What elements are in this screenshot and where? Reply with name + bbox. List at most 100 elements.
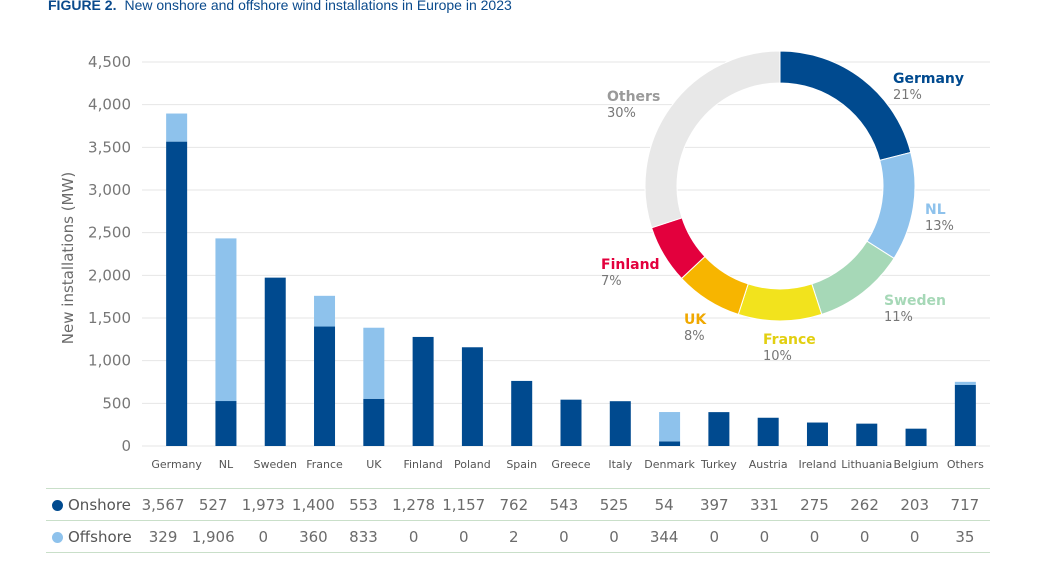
table-cell: 262 xyxy=(850,495,879,514)
data-table: Onshore 3,567 527 1,973 1,400 553 1,278 1,157 76… xyxy=(46,488,990,553)
donut-slice-france xyxy=(737,283,823,322)
y-tick-label: 2,500 xyxy=(88,224,131,242)
table-cell: 3,567 xyxy=(141,495,185,514)
bar-offshore-nl xyxy=(215,238,237,402)
y-axis-ticks: 0 500 1,000 1,500 2,000 2,500 3,000 3,500 4,000 4… xyxy=(88,53,131,455)
legend-dot-offshore xyxy=(52,531,63,543)
x-tick-label: Poland xyxy=(454,458,491,471)
donut-label-others: Others xyxy=(607,89,660,105)
x-tick-label: Sweden xyxy=(254,458,297,471)
bar-offshore-france xyxy=(314,295,336,327)
x-tick-label: UK xyxy=(366,458,382,471)
table-cell: 543 xyxy=(549,495,579,514)
table-cell: 54 xyxy=(654,495,674,514)
table-cell: 0 xyxy=(709,527,720,546)
x-tick-label: Others xyxy=(947,458,984,471)
table-cell: 0 xyxy=(759,527,770,546)
table-cell: 525 xyxy=(599,495,629,514)
table-cell: 1,906 xyxy=(191,527,235,546)
figure-title-text: New onshore and offshore wind installati… xyxy=(124,0,512,13)
bar-onshore-turkey xyxy=(708,412,730,446)
donut-pct-uk: 8% xyxy=(684,329,705,344)
bar-onshore-ireland xyxy=(806,422,828,446)
bar-onshore-austria xyxy=(757,417,779,446)
table-cell: 397 xyxy=(699,495,729,514)
donut-pct-nl: 13% xyxy=(925,219,954,234)
donut-label-sweden: Sweden xyxy=(884,293,946,309)
table-cell: 0 xyxy=(909,527,920,546)
bar-onshore-belgium xyxy=(905,428,927,446)
x-tick-label: Ireland xyxy=(798,458,836,471)
y-tick-label: 500 xyxy=(102,394,131,412)
table-cell: 553 xyxy=(349,495,378,514)
donut-pct-finland: 7% xyxy=(601,274,622,289)
table-row-onshore: Onshore 3,567 527 1,973 1,400 553 1,278 1,157 76… xyxy=(46,488,990,521)
bar-onshore-greece xyxy=(560,399,582,446)
donut-label-nl: NL xyxy=(925,202,946,218)
series-name: Onshore xyxy=(68,495,131,514)
y-axis-label: New installations (MW) xyxy=(59,172,77,344)
x-tick-label: Spain xyxy=(506,458,537,471)
x-tick-label: Belgium xyxy=(894,458,939,471)
donut-pct-germany: 21% xyxy=(893,88,922,103)
donut-slice-nl xyxy=(866,151,916,260)
table-cell: 360 xyxy=(299,527,328,546)
donut-label-germany: Germany xyxy=(893,71,964,87)
x-tick-label: Austria xyxy=(749,458,788,471)
y-tick-label: 4,500 xyxy=(88,53,131,71)
bar-onshore-denmark xyxy=(659,441,681,446)
table-cell: 329 xyxy=(148,527,178,546)
bar-onshore-italy xyxy=(609,401,631,446)
table-cell: 331 xyxy=(750,495,779,514)
table-cell: 1,157 xyxy=(442,495,486,514)
x-tick-label: Germany xyxy=(151,458,202,471)
x-tick-label: Italy xyxy=(608,458,632,471)
bar-onshore-germany xyxy=(166,141,188,446)
bar-series xyxy=(166,113,976,446)
donut-pct-sweden: 11% xyxy=(884,310,913,325)
table-cell: 1,278 xyxy=(392,495,436,514)
table-cell: 1,973 xyxy=(241,495,285,514)
figure-title: FIGURE 2. New onshore and offshore wind i… xyxy=(48,0,512,13)
bar-onshore-uk xyxy=(363,398,385,446)
table-cell: 2 xyxy=(509,527,519,546)
y-tick-label: 3,000 xyxy=(88,181,131,199)
donut-label-france: France xyxy=(763,332,816,348)
y-tick-label: 0 xyxy=(121,437,131,455)
bar-onshore-finland xyxy=(412,336,434,446)
table-cell: 0 xyxy=(859,527,870,546)
table-row-offshore: Offshore 329 1,906 0 360 833 0 0 2 0 0 344 0 0 0 0 0 35 xyxy=(46,520,990,553)
x-tick-label: NL xyxy=(219,458,234,471)
table-cell: 35 xyxy=(955,527,975,546)
bar-onshore-nl xyxy=(215,401,237,446)
donut-slice-sweden xyxy=(811,240,895,316)
series-label-cell: Offshore xyxy=(46,521,138,553)
table-cell: 0 xyxy=(609,527,619,546)
bar-onshore-france xyxy=(314,326,336,446)
figure-label: FIGURE 2. xyxy=(48,0,117,13)
legend-dot-onshore xyxy=(52,499,63,511)
donut-chart xyxy=(644,50,916,322)
table-cell: 0 xyxy=(559,527,569,546)
donut-slice-germany xyxy=(779,50,912,161)
table-cell: 527 xyxy=(198,495,228,514)
bar-onshore-lithuania xyxy=(856,423,878,446)
donut-pct-others: 30% xyxy=(607,106,636,121)
y-tick-label: 1,500 xyxy=(88,309,131,327)
table-cell: 275 xyxy=(800,495,829,514)
table-cell: 0 xyxy=(809,527,820,546)
table-cell: 717 xyxy=(950,495,980,514)
donut-pct-france: 10% xyxy=(763,349,792,364)
bar-onshore-sweden xyxy=(264,277,286,446)
x-tick-label: Finland xyxy=(403,458,442,471)
table-cell: 762 xyxy=(499,495,529,514)
table-cell: 0 xyxy=(408,527,419,546)
donut-label-uk: UK xyxy=(684,312,707,328)
table-cell: 344 xyxy=(649,527,679,546)
series-label-cell: Onshore xyxy=(46,489,138,521)
table-cell: 0 xyxy=(458,527,469,546)
bar-offshore-uk xyxy=(363,327,385,399)
bar-onshore-others xyxy=(954,384,976,446)
bar-onshore-spain xyxy=(511,380,533,446)
